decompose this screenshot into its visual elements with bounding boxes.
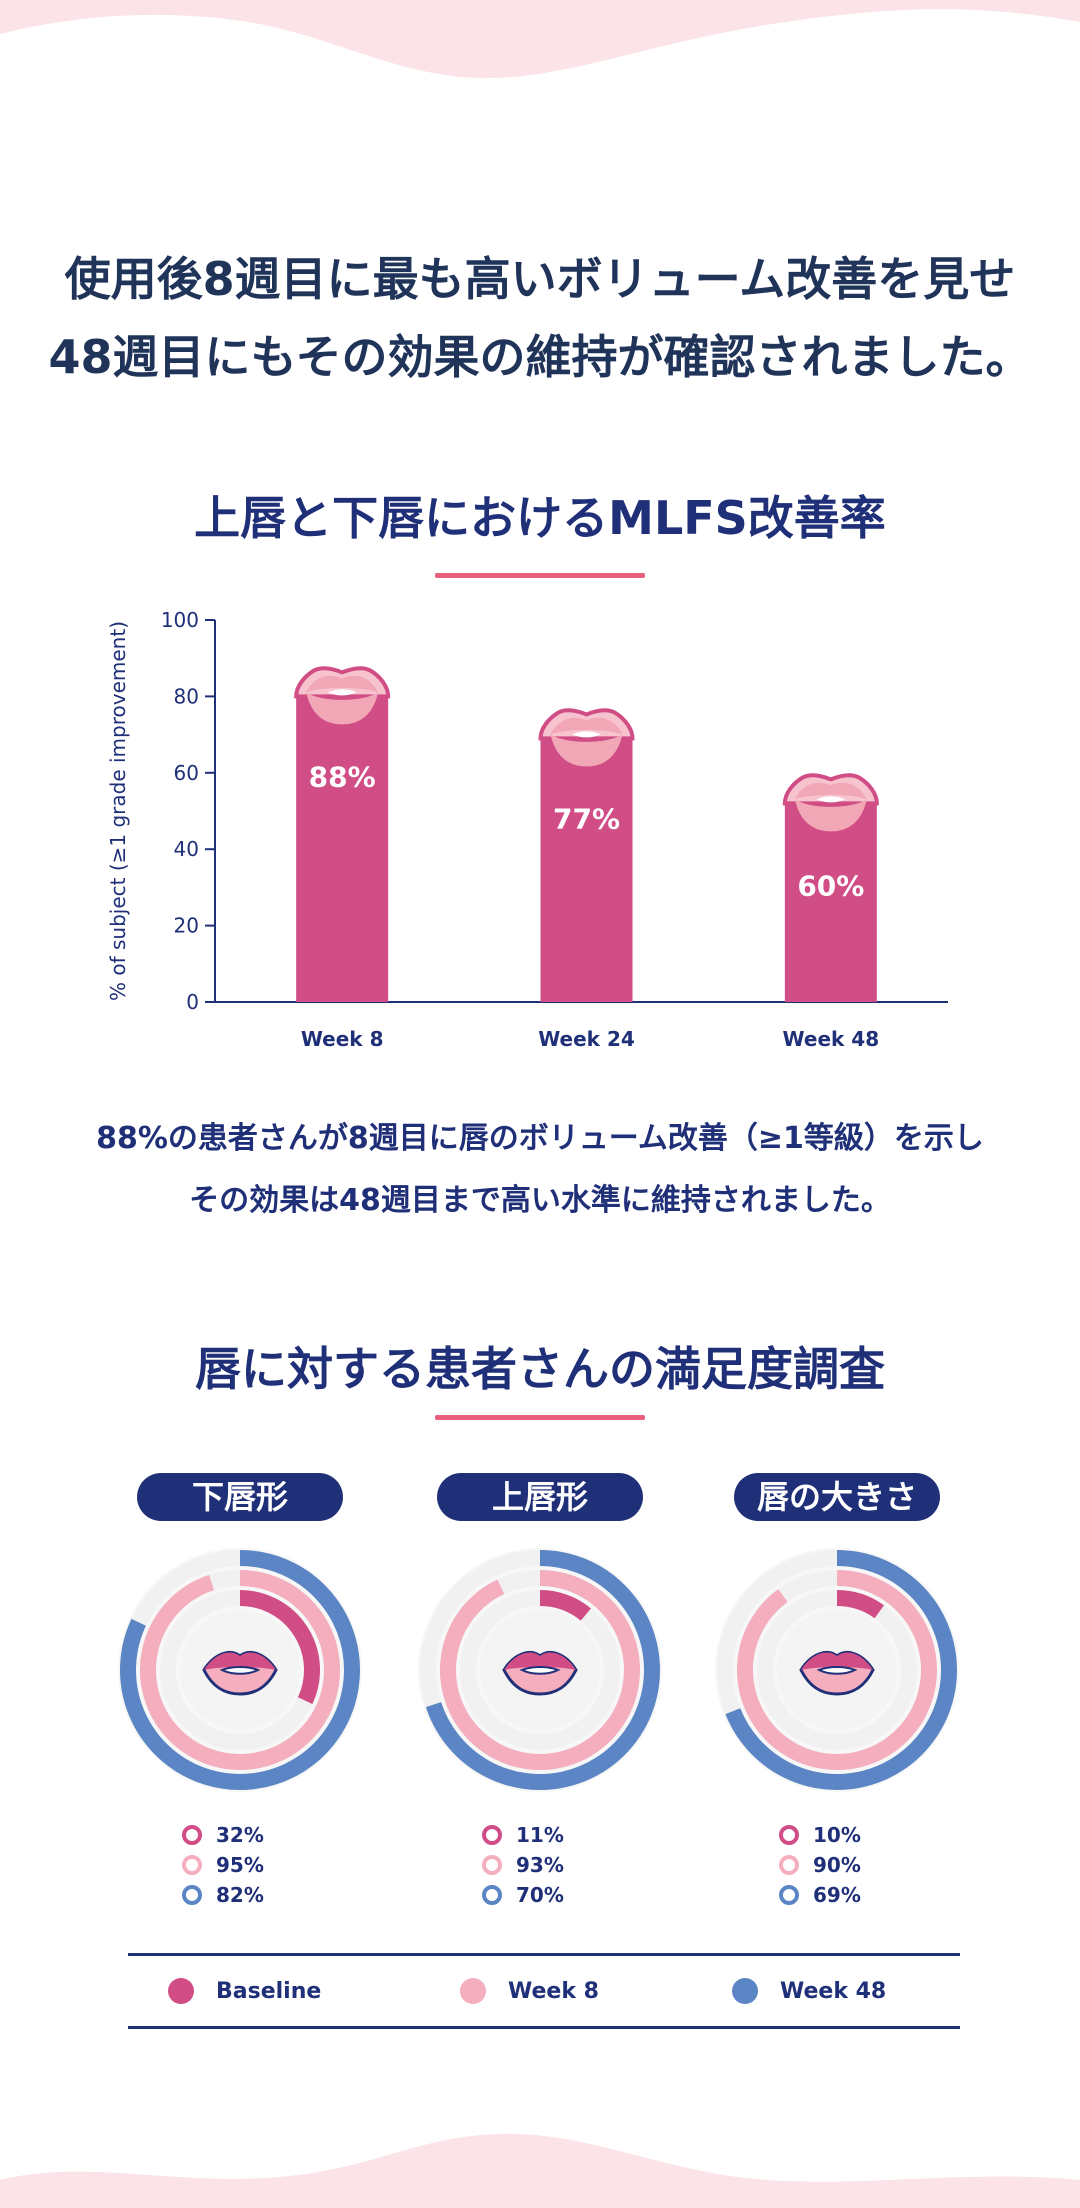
mlfs-description: 88%の患者さんが8週目に唇のボリューム改善（≥1等級）を示し その効果は48週… (0, 1108, 1080, 1232)
value-row-week48: 82% (182, 1880, 332, 1910)
value-week8: 95% (216, 1853, 264, 1877)
week48-dot-icon (732, 1978, 758, 2004)
donut-arc-week8 (737, 1570, 937, 1770)
value-row-baseline: 10% (779, 1820, 929, 1850)
mlfs-section-title: 上唇と下唇におけるMLFS改善率 (194, 491, 886, 545)
donut-block-upper-lip: 上唇形 11% 93% 70% (410, 1470, 670, 1910)
description-line-2: その効果は48週目まで高い水準に維持されました。 (189, 1183, 891, 1218)
legend-item-week8: Week 8 (460, 1956, 599, 2026)
week8-ring-icon (779, 1855, 799, 1875)
value-week48: 70% (516, 1883, 564, 1907)
donut-arc-baseline (836, 1590, 885, 1619)
lips-icon (294, 666, 391, 725)
donut-block-lip-size: 唇の大きさ 10% 90% 69% (707, 1470, 967, 1910)
y-tick-label: 0 (186, 990, 199, 1014)
value-row-week8: 93% (482, 1850, 632, 1880)
satisfaction-legend: Baseline Week 8 Week 48 (128, 1953, 960, 2029)
legend-label-week8: Week 8 (508, 1978, 599, 2004)
value-week8: 90% (813, 1853, 861, 1877)
lips-icon (782, 773, 879, 832)
bar-group: 88% Week 8 (294, 666, 391, 1051)
x-tick-label: Week 24 (538, 1027, 635, 1051)
y-tick-label: 20 (174, 914, 199, 938)
top-wave-decoration (0, 0, 1080, 79)
value-week48: 82% (216, 1883, 264, 1907)
description-line-1: 88%の患者さんが8週目に唇のボリューム改善（≥1等級）を示し (96, 1121, 984, 1156)
value-week8: 93% (516, 1853, 564, 1877)
donut-title-lower-lip: 下唇形 (137, 1473, 343, 1521)
baseline-ring-icon (482, 1825, 502, 1845)
donut-chart-lower-lip (118, 1548, 362, 1792)
legend-item-baseline: Baseline (168, 1956, 321, 2026)
satisfaction-title-underline (435, 1415, 645, 1420)
donut-values-lower-lip: 32% 95% 82% (182, 1820, 332, 1910)
legend-label-baseline: Baseline (216, 1978, 322, 2004)
value-row-week48: 69% (779, 1880, 929, 1910)
donut-block-lower-lip: 下唇形 32% 95% 82% (110, 1470, 370, 1910)
lips-icon (502, 1651, 578, 1696)
bar-data-label: 88% (309, 760, 376, 793)
donut-arc-week48 (425, 1550, 660, 1790)
bar (784, 803, 877, 1002)
value-row-week8: 95% (182, 1850, 332, 1880)
donut-arc-week48 (725, 1550, 957, 1790)
donut-title-upper-lip: 上唇形 (437, 1473, 643, 1521)
y-tick-label: 100 (161, 608, 199, 632)
baseline-ring-icon (182, 1825, 202, 1845)
week8-ring-icon (482, 1855, 502, 1875)
headline-line-1: 使用後8週目に最も高いボリューム改善を見せ (64, 252, 1016, 306)
baseline-dot-icon (168, 1978, 194, 2004)
week48-ring-icon (482, 1885, 502, 1905)
lips-icon (202, 1651, 278, 1696)
lips-icon (799, 1651, 875, 1696)
donut-values-upper-lip: 11% 93% 70% (482, 1820, 632, 1910)
x-tick-label: Week 8 (301, 1027, 384, 1051)
bottom-wave-decoration (0, 2133, 1080, 2208)
donut-arc-baseline (239, 1590, 320, 1705)
headline-line-2: 48週目にもその効果の維持が確認されました。 (48, 330, 1032, 384)
value-row-week8: 90% (779, 1850, 929, 1880)
donut-chart-lip-size (715, 1548, 959, 1792)
baseline-ring-icon (779, 1825, 799, 1845)
value-week48: 69% (813, 1883, 861, 1907)
headline: 使用後8週目に最も高いボリューム改善を見せ 48週目にもその効果の維持が確認され… (0, 240, 1080, 396)
week8-dot-icon (460, 1978, 486, 2004)
bar-data-label: 77% (553, 802, 620, 835)
y-tick-label: 40 (174, 837, 199, 861)
bar-group: 60% Week 48 (782, 773, 880, 1051)
mlfs-title-underline (435, 573, 645, 578)
lips-icon (538, 708, 635, 767)
y-tick-label: 80 (174, 684, 199, 708)
bar (540, 738, 633, 1002)
y-tick-label: 60 (174, 761, 199, 785)
value-baseline: 32% (216, 1823, 264, 1847)
value-row-baseline: 32% (182, 1820, 332, 1850)
bar-group: 77% Week 24 (538, 708, 635, 1051)
y-axis-label: % of subject (≥1 grade improvement) (106, 621, 130, 1001)
x-tick-label: Week 48 (783, 1027, 880, 1051)
donut-arc-week48 (120, 1550, 360, 1790)
donut-arc-week8 (440, 1570, 640, 1770)
satisfaction-section-title: 唇に対する患者さんの満足度調査 (195, 1342, 885, 1396)
mlfs-bar-chart: % of subject (≥1 grade improvement) 0 20 40… (106, 608, 948, 1051)
bar (296, 696, 389, 1002)
week48-ring-icon (779, 1885, 799, 1905)
bar-data-label: 60% (797, 869, 864, 902)
donut-arc-week8 (140, 1570, 340, 1770)
donut-arc-baseline (539, 1590, 591, 1621)
donut-title-lip-size: 唇の大きさ (734, 1473, 940, 1521)
donut-chart-upper-lip (418, 1548, 662, 1792)
legend-label-week48: Week 48 (780, 1978, 887, 2004)
donut-values-lip-size: 10% 90% 69% (779, 1820, 929, 1910)
week8-ring-icon (182, 1855, 202, 1875)
value-baseline: 11% (516, 1823, 564, 1847)
value-baseline: 10% (813, 1823, 861, 1847)
week48-ring-icon (182, 1885, 202, 1905)
value-row-week48: 70% (482, 1880, 632, 1910)
legend-item-week48: Week 48 (732, 1956, 886, 2026)
value-row-baseline: 11% (482, 1820, 632, 1850)
